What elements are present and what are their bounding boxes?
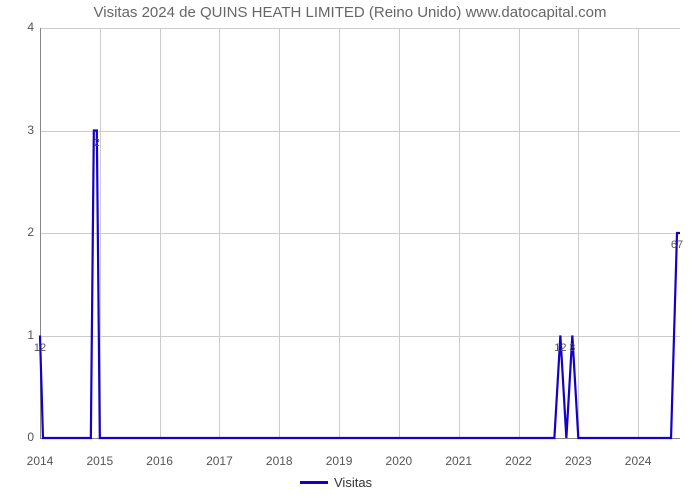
- legend-swatch: [300, 481, 328, 484]
- x-tick-label: 2022: [494, 454, 544, 468]
- x-tick-label: 2020: [374, 454, 424, 468]
- point-label: 2: [82, 137, 112, 149]
- x-tick-label: 2019: [314, 454, 364, 468]
- x-tick-label: 2015: [75, 454, 125, 468]
- chart-container: { "chart": { "type": "line", "title": "V…: [0, 0, 700, 500]
- x-tick-label: 2024: [613, 454, 663, 468]
- plot-area: 2014201520162017201820192020202120222023…: [40, 28, 680, 438]
- legend: Visitas: [300, 475, 372, 490]
- y-tick-label: 0: [10, 430, 34, 444]
- y-tick-label: 2: [10, 225, 34, 239]
- x-tick-label: 2014: [15, 454, 65, 468]
- y-tick-label: 4: [10, 20, 34, 34]
- y-tick-label: 3: [10, 123, 34, 137]
- point-label: 3: [557, 342, 587, 354]
- point-label: 67: [662, 239, 692, 251]
- x-tick-label: 2018: [254, 454, 304, 468]
- x-tick-label: 2021: [434, 454, 484, 468]
- x-tick-label: 2016: [135, 454, 185, 468]
- y-tick-label: 1: [10, 328, 34, 342]
- point-label: 12: [25, 342, 55, 354]
- series-line: [40, 28, 680, 438]
- legend-label: Visitas: [334, 475, 372, 490]
- x-tick-label: 2017: [194, 454, 244, 468]
- chart-title: Visitas 2024 de QUINS HEATH LIMITED (Rei…: [0, 4, 700, 21]
- x-tick-label: 2023: [553, 454, 603, 468]
